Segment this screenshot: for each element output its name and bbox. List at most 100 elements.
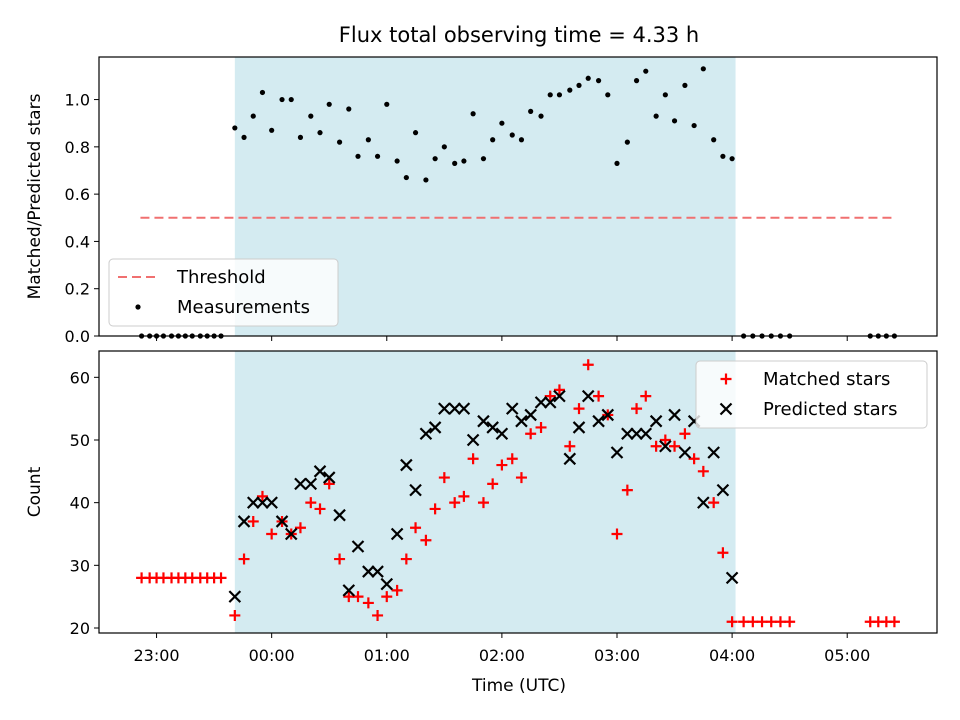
- matched-star-point: [496, 459, 508, 471]
- matched-star-point: [717, 547, 729, 559]
- matched-star-point: [765, 616, 777, 628]
- matched-star-point: [458, 490, 470, 502]
- measurement-point: [250, 113, 256, 119]
- matched-star-point: [535, 421, 547, 433]
- matched-star-point: [650, 440, 662, 452]
- matched-star-point: [238, 553, 250, 565]
- measurement-point: [518, 137, 525, 143]
- predicted-star-point: [409, 483, 422, 497]
- chart-title: Flux total observing time = 4.33 h: [339, 23, 699, 47]
- predicted-star-point: [322, 471, 336, 484]
- matched-star-point: [477, 497, 489, 509]
- predicted-star-point: [486, 421, 499, 434]
- matched-star-point: [738, 616, 750, 628]
- matched-star-point: [888, 616, 900, 628]
- predicted-star-point: [592, 414, 605, 428]
- matched-star-point: [631, 403, 643, 415]
- legend-box: [695, 360, 928, 429]
- measurement-point: [412, 130, 419, 136]
- predicted-star-point: [659, 439, 672, 453]
- measurement-point: [288, 96, 294, 103]
- predicted-star-point: [371, 565, 384, 578]
- matched-star-point: [525, 428, 537, 440]
- matched-star-point: [593, 390, 605, 402]
- matched-star-point: [747, 616, 759, 628]
- predicted-star-point: [438, 402, 451, 415]
- ratio-y-axis-label: Matched/Predicted stars: [25, 93, 45, 299]
- predicted-star-point: [313, 465, 327, 478]
- legend-box: [108, 258, 339, 327]
- measurement-point: [461, 158, 467, 164]
- matched-star-point: [697, 465, 709, 477]
- matched-star-point: [487, 478, 499, 490]
- predicted-star-point: [294, 477, 307, 491]
- measurement-point: [556, 92, 563, 98]
- measurement-point: [711, 137, 717, 143]
- legend-measurements-swatch: [135, 304, 141, 310]
- measurement-point: [653, 113, 659, 119]
- matched-star-point: [314, 503, 326, 515]
- legend-threshold-label: Threshold: [176, 267, 266, 288]
- predicted-star-point: [380, 577, 394, 591]
- matched-star-point: [229, 609, 241, 621]
- predicted-star-point: [581, 389, 595, 403]
- ratio-y-tick-label: 0.6: [65, 185, 90, 204]
- predicted-star-point: [333, 508, 346, 522]
- x-tick-label: 04:00: [709, 646, 755, 665]
- measurement-point: [317, 130, 323, 136]
- count-axes-frame: [98, 350, 938, 634]
- measurement-point: [384, 101, 390, 107]
- matched-star-point: [372, 609, 384, 621]
- matched-star-point: [669, 440, 681, 452]
- matched-star-point: [215, 572, 227, 584]
- measurement-point: [232, 125, 238, 131]
- matched-star-point: [305, 497, 317, 509]
- measurement-point: [346, 106, 352, 112]
- predicted-star-point: [351, 540, 365, 553]
- legend-matched-swatch: [720, 373, 732, 385]
- predicted-star-point: [601, 408, 615, 422]
- count-legend: Matched stars Predicted stars: [695, 360, 928, 429]
- matched-star-point: [659, 434, 671, 446]
- measurement-point: [394, 158, 400, 164]
- ratio-axes-frame: [98, 56, 938, 337]
- measurement-point: [643, 68, 649, 74]
- matched-star-point: [756, 616, 768, 628]
- predicted-star-point: [543, 396, 557, 409]
- measurement-point: [633, 78, 640, 84]
- legend-measurements-label: Measurements: [177, 297, 310, 318]
- predicted-star-point: [428, 421, 442, 434]
- measurement-point: [297, 134, 304, 140]
- measurement-point: [241, 134, 247, 140]
- predicted-star-point: [563, 452, 577, 466]
- measurement-point: [423, 177, 429, 183]
- predicted-star-point: [668, 408, 681, 422]
- count-panel: 20 30 40 50 60 23:00 00:00 01:00 02:00 03:00 04:00…: [25, 350, 938, 665]
- matched-star-point: [515, 472, 527, 484]
- predicted-star-point: [639, 427, 653, 440]
- predicted-star-point: [284, 527, 298, 541]
- observing-window: [234, 351, 736, 633]
- ratio-y-tick-label: 0.2: [65, 280, 90, 299]
- matched-star-point: [352, 591, 364, 603]
- predicted-star-point: [466, 433, 480, 447]
- predicted-star-point: [697, 496, 710, 509]
- x-tick-label: 02:00: [479, 646, 525, 665]
- measurement-point: [326, 101, 332, 107]
- matched-star-point: [544, 390, 556, 402]
- measurement-point: [691, 122, 697, 129]
- measurement-point: [528, 108, 534, 114]
- measurement-point: [682, 82, 688, 88]
- predicted-star-point: [495, 427, 509, 440]
- matched-star-point: [256, 490, 268, 502]
- matched-star-point: [784, 616, 796, 628]
- predicted-star-point: [265, 496, 278, 509]
- matched-star-point: [429, 503, 441, 515]
- ratio-y-tick-label: 0.0: [65, 327, 90, 346]
- matched-star-point: [323, 478, 335, 490]
- predicted-star-point: [725, 571, 739, 585]
- x-tick-label: 00:00: [249, 646, 295, 665]
- matched-star-point: [640, 390, 652, 402]
- predicted-star-point: [256, 496, 269, 509]
- measurement-point: [470, 111, 476, 117]
